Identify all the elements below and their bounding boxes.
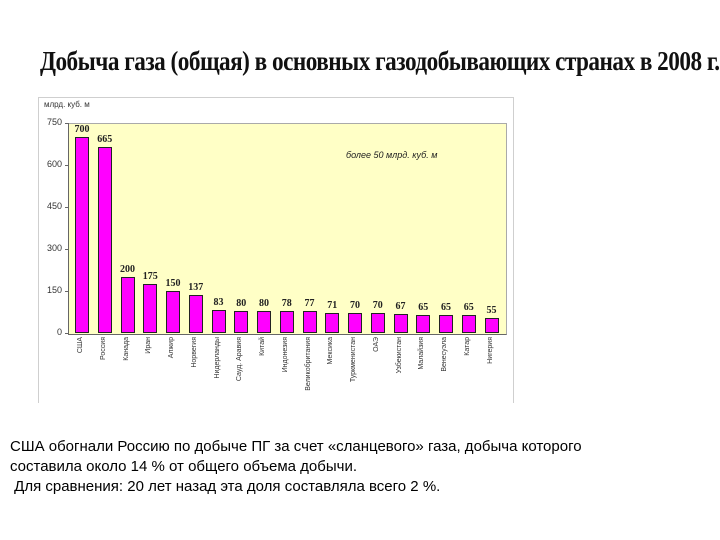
bar-value-label: 65 xyxy=(463,301,474,313)
bar xyxy=(393,314,408,333)
bar-value-label: 137 xyxy=(188,281,204,293)
x-category-label: Китай xyxy=(259,337,266,356)
bar xyxy=(143,284,158,333)
bar xyxy=(302,311,317,333)
bar-value-label: 78 xyxy=(281,298,292,310)
bar-value-label: 83 xyxy=(213,296,224,308)
caption-line-2: составила около 14 % от общего объема до… xyxy=(10,458,357,475)
bar-value-label: 71 xyxy=(327,300,338,312)
y-tick-label: 150 xyxy=(46,285,62,295)
bar xyxy=(188,294,203,333)
y-axis-unit-label: млрд. куб. м xyxy=(44,100,90,109)
bar-value-label: 65 xyxy=(418,301,429,313)
bar xyxy=(234,310,249,333)
y-tick-mark xyxy=(65,123,69,124)
caption: США обогнали Россию по добыче ПГ за счет… xyxy=(10,437,715,497)
x-category-label: США xyxy=(77,337,84,354)
bar-value-label: 70 xyxy=(372,300,383,312)
x-category-label: Венесуэла xyxy=(441,337,448,372)
x-category-label: Канада xyxy=(122,337,130,361)
caption-line-3: Для сравнения: 20 лет назад эта доля сос… xyxy=(10,478,441,495)
x-category-label: Сауд. Аравия xyxy=(236,337,244,382)
bar xyxy=(97,146,112,333)
y-tick-label: 750 xyxy=(46,117,62,127)
x-category-label: Россия xyxy=(99,337,107,360)
bar xyxy=(416,314,431,333)
x-category-label: Великобритания xyxy=(304,337,312,391)
bar-value-label: 67 xyxy=(395,301,406,313)
bar-value-label: 65 xyxy=(441,301,451,313)
bar xyxy=(325,313,340,333)
bar-value-label: 55 xyxy=(486,304,497,316)
bar xyxy=(484,317,499,333)
y-tick-mark xyxy=(65,333,69,334)
bar-value-label: 70 xyxy=(350,300,360,312)
bar-value-label: 175 xyxy=(142,271,158,282)
x-category-label: Норвегия xyxy=(190,337,198,368)
x-category-label: Иран xyxy=(145,337,153,354)
bar-value-label: 80 xyxy=(259,297,269,309)
bar xyxy=(279,311,294,333)
bar xyxy=(348,313,362,333)
x-category-label: Нидерланды xyxy=(213,337,221,379)
bar xyxy=(461,314,476,333)
chart-annotation: более 50 млрд. куб. м xyxy=(346,150,438,160)
bar-value-label: 700 xyxy=(74,124,90,135)
bar xyxy=(211,309,226,333)
x-category-label: Узбекистан xyxy=(395,337,403,374)
bar-value-label: 200 xyxy=(120,264,135,275)
bar xyxy=(439,314,453,333)
bar-value-label: 80 xyxy=(236,297,247,309)
plot-area xyxy=(68,123,507,335)
y-tick-label: 600 xyxy=(46,159,62,169)
x-category-label: Индонезия xyxy=(281,337,289,373)
bar xyxy=(370,313,385,333)
x-category-label: Мексика xyxy=(327,337,335,365)
bar-value-label: 77 xyxy=(304,298,315,310)
x-category-label: Туркменистан xyxy=(350,337,357,383)
y-tick-mark xyxy=(65,249,69,250)
y-tick-mark xyxy=(65,165,69,166)
caption-line-1: США обогнали Россию по добыче ПГ за счет… xyxy=(10,438,582,455)
x-category-label: ОАЭ xyxy=(372,337,380,352)
y-tick-mark xyxy=(65,291,69,292)
y-tick-label: 0 xyxy=(56,327,62,337)
x-category-label: Катар xyxy=(463,337,471,356)
bar xyxy=(75,137,89,333)
bar xyxy=(257,310,271,333)
bar-value-label: 150 xyxy=(165,278,181,289)
bar xyxy=(166,291,180,333)
y-tick-label: 450 xyxy=(46,201,62,211)
y-tick-label: 300 xyxy=(46,243,62,253)
x-category-label: Малайзия xyxy=(418,337,426,370)
bar-value-label: 665 xyxy=(97,133,113,145)
x-category-label: Алжир xyxy=(168,337,175,359)
bar xyxy=(120,277,135,333)
slide-title: Добыча газа (общая) в основных газодобыв… xyxy=(40,46,720,76)
x-category-label: Нигерия xyxy=(486,337,494,364)
y-tick-mark xyxy=(65,207,69,208)
